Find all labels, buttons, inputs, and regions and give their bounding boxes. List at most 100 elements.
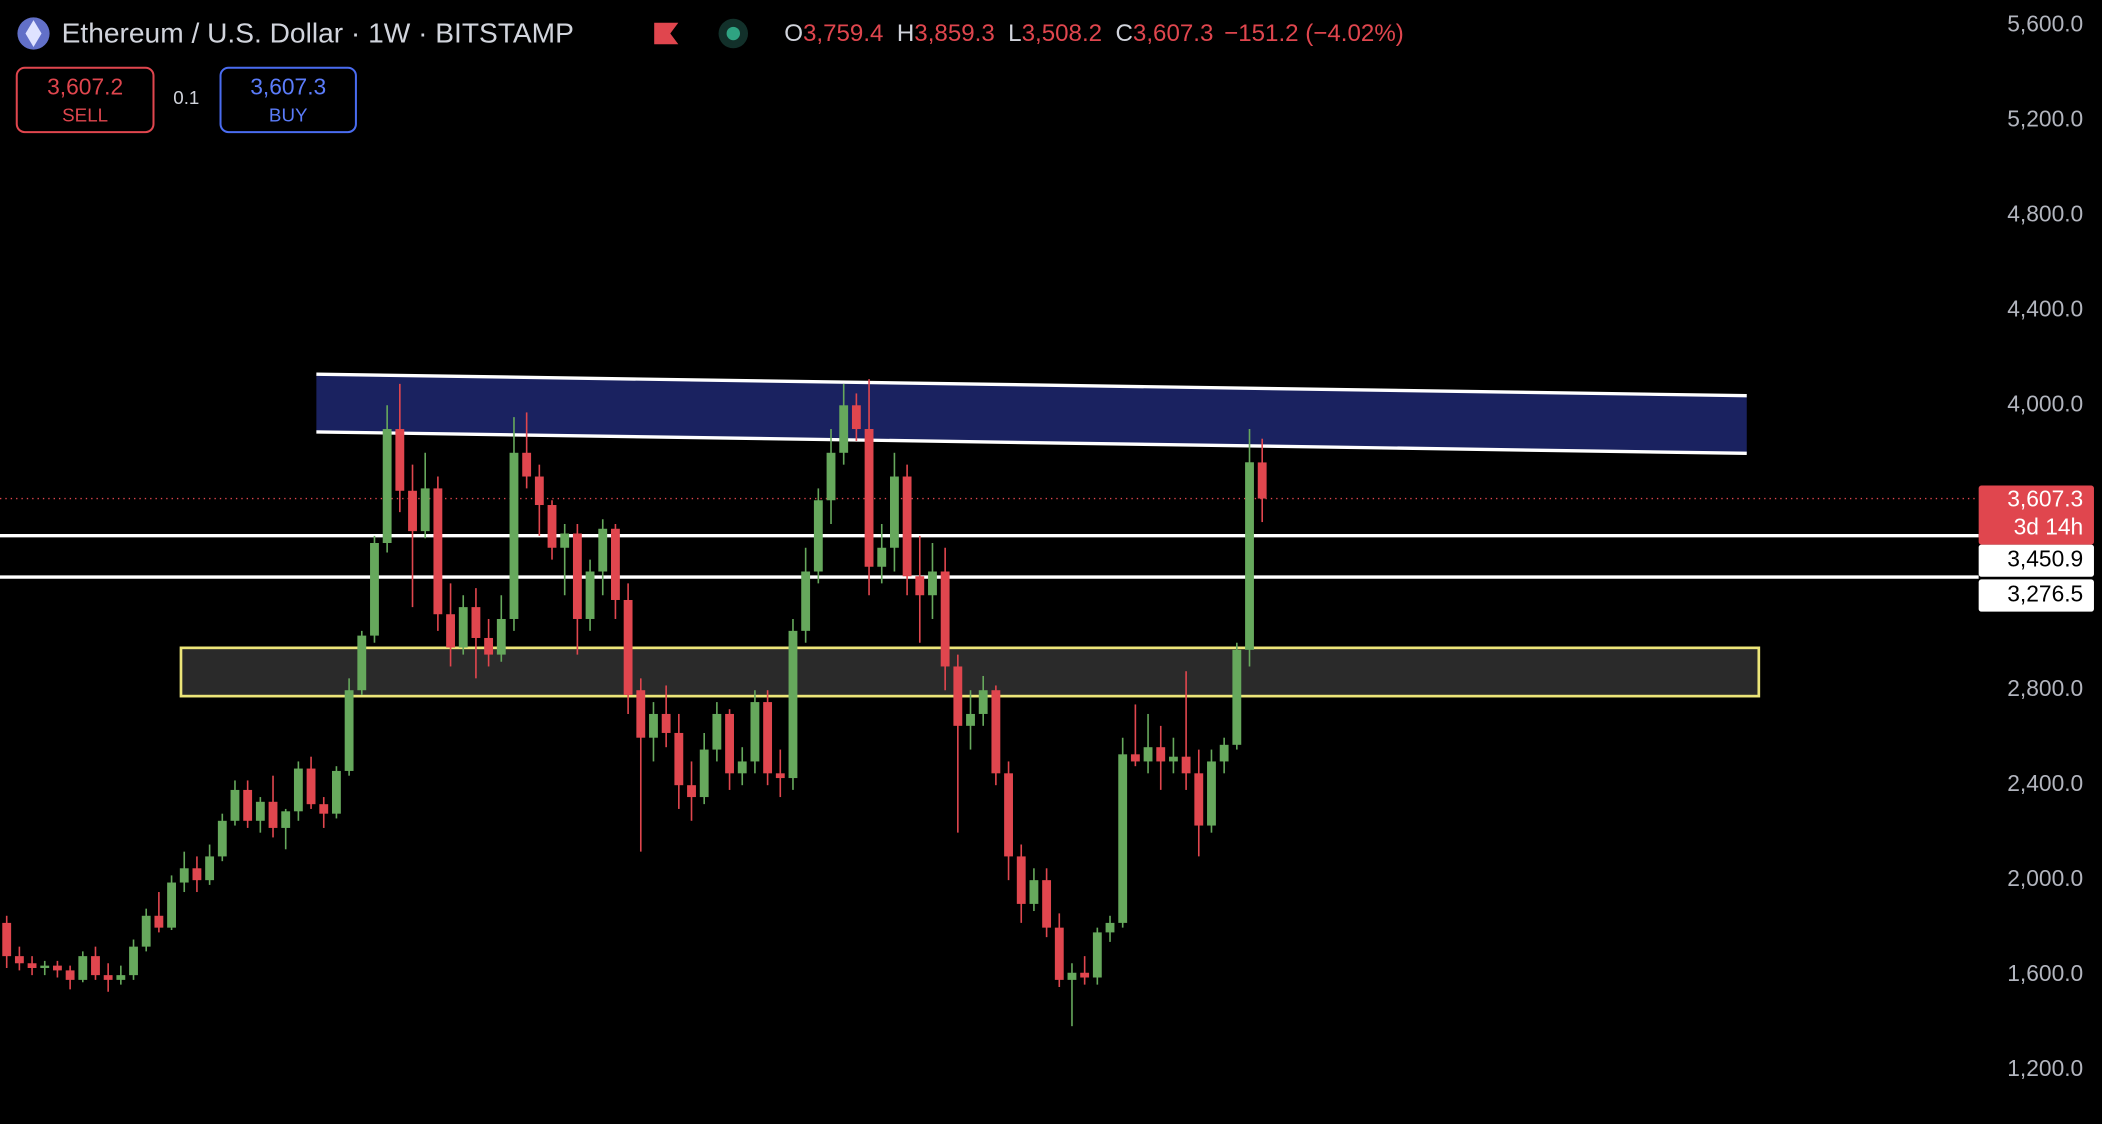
candle-body [446,614,455,648]
candle-body [471,607,481,638]
candle-body [484,637,494,655]
ohlc-change: −151.2 (−4.02%) [1224,20,1404,47]
candle-body [243,789,253,821]
candle-body [1143,747,1153,762]
ohlc-value: 3,508.2 [1022,20,1102,47]
candle-body [889,476,899,548]
candle-body [255,801,265,821]
candle-body [1245,462,1254,650]
level-label-box [1978,579,2094,612]
level-label-box [1978,544,2094,577]
y-tick-label: 5,600.0 [2007,10,2083,36]
quantity[interactable]: 0.1 [173,87,199,108]
symbol-title[interactable]: Ethereum / U.S. Dollar · 1W · BITSTAMP [62,17,574,48]
y-tick-label: 1,600.0 [2007,960,2083,986]
candle-body [1232,649,1242,745]
candle-body [661,713,671,733]
candle-body [382,429,392,544]
candle-body [154,915,164,928]
candle-body [167,882,176,928]
sell-label: SELL [62,105,108,126]
candle-body [1207,761,1216,826]
candle-body [268,801,278,828]
candle-body [737,761,747,774]
candle-body [319,804,329,814]
eth-icon-glyph [25,20,42,47]
candle-body [851,405,861,430]
candle-body [408,490,417,532]
zone-top-line[interactable] [316,372,1747,398]
buy-label: BUY [269,105,308,126]
candle-body [915,576,925,596]
candle-body [306,768,316,805]
candle-body [826,452,836,501]
candle-body [788,630,798,779]
y-tick-label: 4,000.0 [2007,390,2083,416]
sell-button[interactable] [15,66,155,134]
candle-body [623,599,633,695]
candle-body [585,571,595,619]
candle-body [1168,756,1178,762]
candle-body [458,607,468,648]
candle-body [103,975,113,980]
level-label: 3,276.5 [2007,581,2083,607]
candle-body [902,476,912,577]
candle-body [192,868,202,881]
candle-body [699,749,709,798]
candle-body [978,690,988,714]
countdown-label: 3d 14h [2014,513,2084,539]
candle-body [928,571,937,596]
candle-body [1130,754,1140,762]
candle-body [534,476,544,506]
candle-body [991,690,1001,774]
candle-body [395,429,405,491]
candle-body [332,770,341,814]
support-zone[interactable] [179,646,1761,698]
candle-body [344,690,354,771]
y-tick-label: 1,200.0 [2007,1055,2083,1081]
candle-body [547,505,557,548]
buy-price: 3,607.3 [250,74,326,100]
ohlc-key: H [897,20,914,47]
candle-body [1156,747,1166,762]
last-price-box [1978,485,2094,545]
candle-body [1067,972,1077,980]
candle-body [813,500,823,572]
level-label: 3,450.9 [2007,546,2083,572]
buy-button[interactable] [219,66,357,134]
y-tick-label: 4,800.0 [2007,200,2083,226]
candle-body [509,452,519,619]
candle-body [839,405,849,453]
sell-price: 3,607.2 [47,74,123,100]
zone-bottom-line[interactable] [316,430,1747,456]
candle-body [598,528,608,572]
candle-body [420,488,430,532]
levels [0,497,1979,579]
candle-body [953,666,963,726]
candle-body [496,618,506,655]
resistance-zone[interactable] [316,374,1747,454]
candle-body [91,956,100,976]
candle-body [141,915,151,947]
ohlc-value: 3,759.4 [803,20,883,47]
candle-body [1029,880,1039,904]
status-dot [726,26,740,41]
ohlc-value: 3,607.3 [1133,20,1213,47]
candle-body [230,789,240,821]
candle-body [53,965,62,971]
flag-icon[interactable] [654,22,679,45]
candle-body [217,820,227,857]
candle-body [725,713,734,774]
candle-body [1042,880,1052,928]
candle-body [1118,754,1128,923]
candle-body [674,732,684,786]
candle-body [750,702,760,762]
candle-body [522,452,532,477]
y-tick-label: 2,800.0 [2007,675,2083,701]
candle-body [27,963,37,969]
ohlc-key: O [784,20,803,47]
candle-body [1105,922,1115,933]
candle-body [636,690,646,738]
